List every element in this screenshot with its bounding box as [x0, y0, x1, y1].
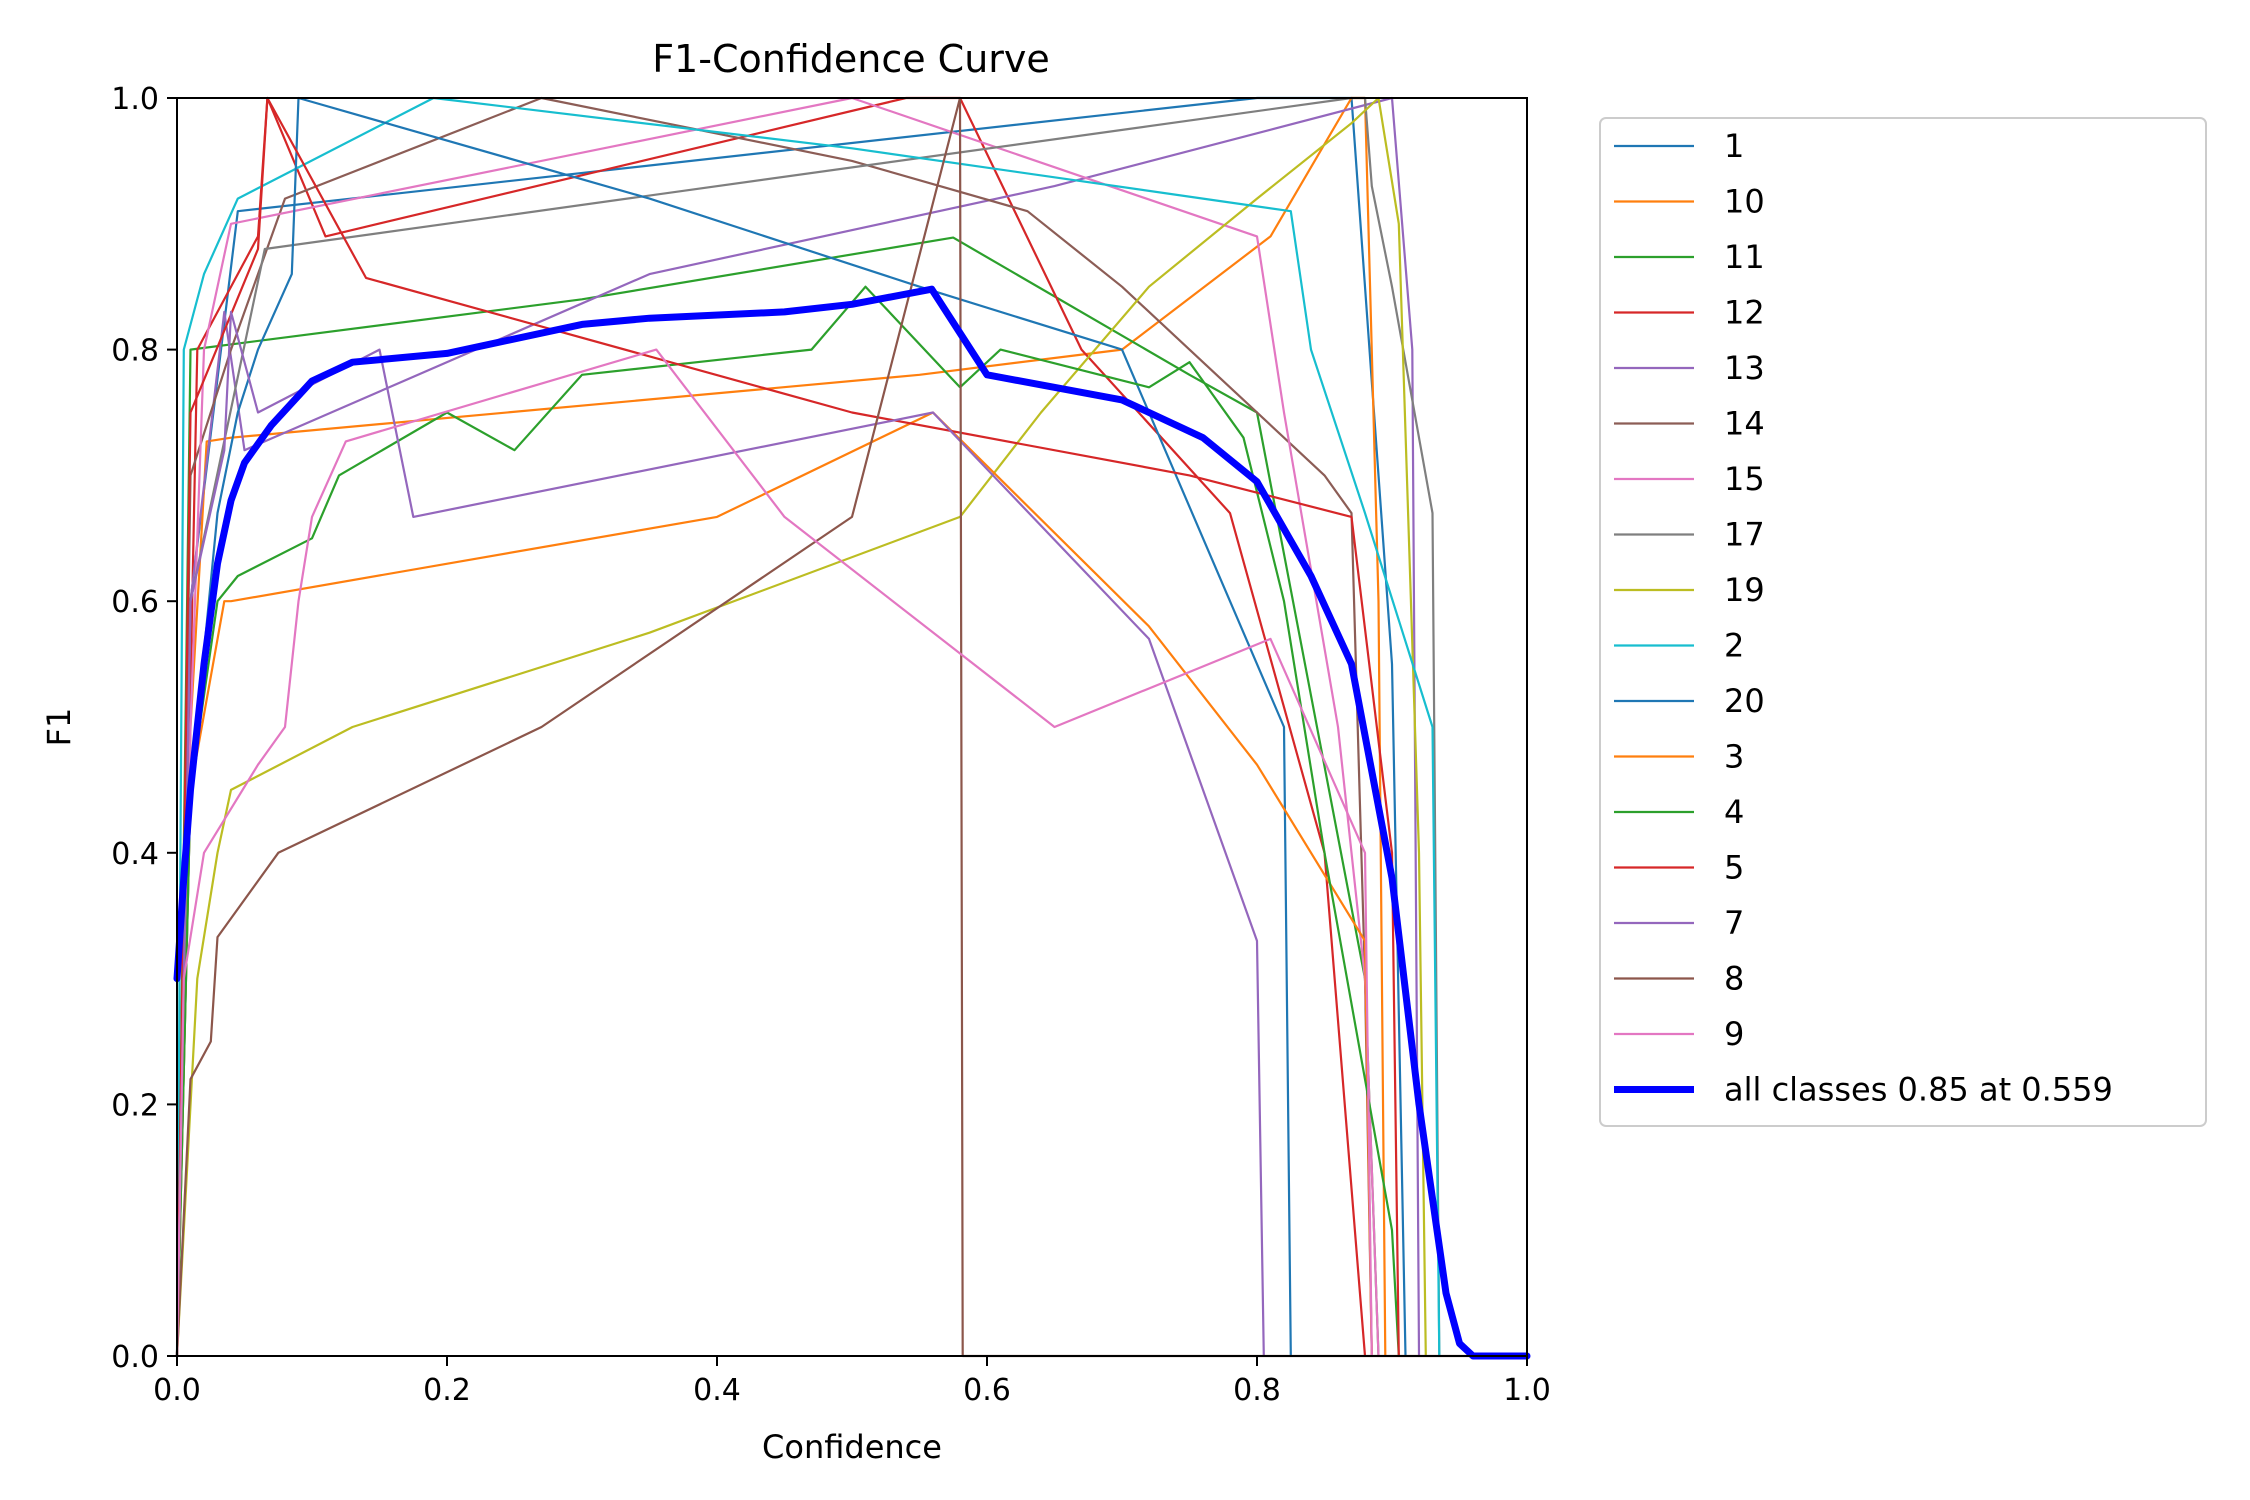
legend-label: 9: [1724, 1015, 1744, 1053]
legend-label: 20: [1724, 682, 1765, 720]
x-tick-label: 0.2: [423, 1373, 471, 1408]
series-line-19: [175, 96, 1427, 1357]
series-line-2: [175, 96, 1441, 1357]
plot-frame: [176, 97, 1528, 1357]
x-tick-label: 0.0: [153, 1373, 201, 1408]
series-layer: [173, 96, 1531, 1360]
y-tick-label: 0.8: [111, 334, 159, 369]
series-line-14: [175, 96, 1373, 1357]
legend-frame: [1599, 117, 2207, 1127]
y-tick-label: 0.4: [111, 837, 159, 872]
y-tick-label: 0.0: [111, 1340, 159, 1375]
series-line-15: [175, 96, 1380, 1357]
legend-label: 4: [1724, 793, 1744, 831]
series-line-13: [175, 96, 1421, 1357]
legend-label: 13: [1724, 349, 1765, 387]
legend-label: 2: [1724, 627, 1744, 665]
y-tick-label: 0.6: [111, 585, 159, 620]
legend-label: 3: [1724, 738, 1744, 776]
legend-label: 7: [1724, 904, 1744, 942]
series-line-all-classes: [173, 285, 1531, 1360]
series-line-1: [175, 96, 1407, 1357]
x-tick-label: 0.8: [1233, 1373, 1281, 1408]
legend-label: 14: [1724, 405, 1765, 443]
series-line-9: [175, 348, 1373, 1357]
series-line-11: [175, 236, 1380, 1357]
y-axis-label: F1: [40, 708, 78, 747]
legend-label: 10: [1724, 183, 1765, 221]
x-axis-label: Confidence: [762, 1428, 942, 1466]
legend-label: 15: [1724, 460, 1765, 498]
legend-label: 11: [1724, 238, 1765, 276]
series-line-4: [175, 285, 1400, 1357]
x-tick-label: 0.6: [963, 1373, 1011, 1408]
series-line-7: [175, 310, 1265, 1357]
legend-label: 17: [1724, 516, 1765, 554]
y-tick-label: 0.2: [111, 1088, 159, 1123]
legend-label: 19: [1724, 571, 1765, 609]
legend: 1 10 11 12 13 14 15 17 19 2 20 3 4 5 7 8 9 all classes 0.…: [1599, 117, 2207, 1127]
x-tick-label: 1.0: [1503, 1373, 1551, 1408]
series-line-20: [175, 96, 1292, 1357]
legend-label: 1: [1724, 127, 1744, 165]
chart-title: F1-Confidence Curve: [652, 37, 1050, 81]
x-axis-ticks: 0.0 0.2 0.4 0.6 0.8 1.0: [153, 1356, 1551, 1408]
series-line-5: [175, 96, 1400, 1357]
legend-label: 5: [1724, 849, 1744, 887]
series-line-17: [175, 96, 1441, 1357]
series-line-10: [175, 96, 1387, 1357]
y-tick-label: 1.0: [111, 82, 159, 117]
legend-label: 8: [1724, 960, 1744, 998]
legend-label: all classes 0.85 at 0.559: [1724, 1071, 2113, 1109]
series-line-8: [175, 96, 1527, 1358]
legend-label: 12: [1724, 294, 1765, 332]
series-line-3: [175, 411, 1373, 1357]
y-axis-ticks: 0.0 0.2 0.4 0.6 0.8 1.0: [111, 82, 177, 1375]
x-tick-label: 0.4: [693, 1373, 741, 1408]
